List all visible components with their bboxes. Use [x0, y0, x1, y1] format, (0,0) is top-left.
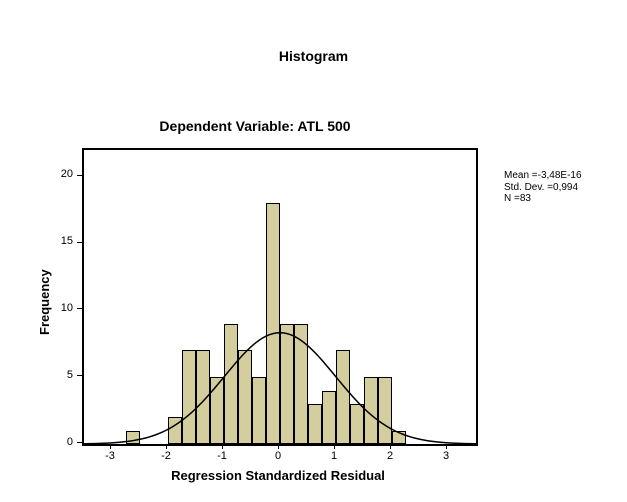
x-tick	[390, 444, 391, 449]
plot-area	[82, 148, 478, 446]
y-axis-label: Frequency	[37, 269, 52, 335]
y-tick	[77, 175, 82, 176]
chart-root: Histogram Dependent Variable: ATL 500 Me…	[0, 0, 627, 502]
y-tick-label: 15	[47, 235, 73, 247]
stats-line: Mean =-3,48E-16	[504, 170, 582, 182]
x-tick	[278, 444, 279, 449]
x-tick-label: 2	[387, 450, 393, 462]
y-tick-label: 20	[47, 168, 73, 180]
x-tick-label: -2	[161, 450, 171, 462]
x-tick-label: -3	[105, 450, 115, 462]
x-axis-label: Regression Standardized Residual	[82, 468, 474, 483]
x-tick-label: 0	[275, 450, 281, 462]
y-tick-label: 0	[47, 436, 73, 448]
x-tick	[222, 444, 223, 449]
y-tick	[77, 308, 82, 309]
normal-curve	[84, 150, 476, 444]
stats-text: Mean =-3,48E-16Std. Dev. =0,994N =83	[504, 170, 582, 205]
x-tick	[334, 444, 335, 449]
stats-line: N =83	[504, 193, 582, 205]
x-tick	[446, 444, 447, 449]
x-tick	[110, 444, 111, 449]
x-tick-label: 3	[443, 450, 449, 462]
y-tick	[77, 442, 82, 443]
y-tick	[77, 242, 82, 243]
y-tick	[77, 375, 82, 376]
stats-line: Std. Dev. =0,994	[504, 182, 582, 194]
x-tick-label: 1	[331, 450, 337, 462]
x-tick	[166, 444, 167, 449]
x-tick-label: -1	[217, 450, 227, 462]
main-title: Histogram	[0, 48, 627, 64]
y-tick-label: 5	[47, 369, 73, 381]
subtitle: Dependent Variable: ATL 500	[0, 118, 510, 134]
